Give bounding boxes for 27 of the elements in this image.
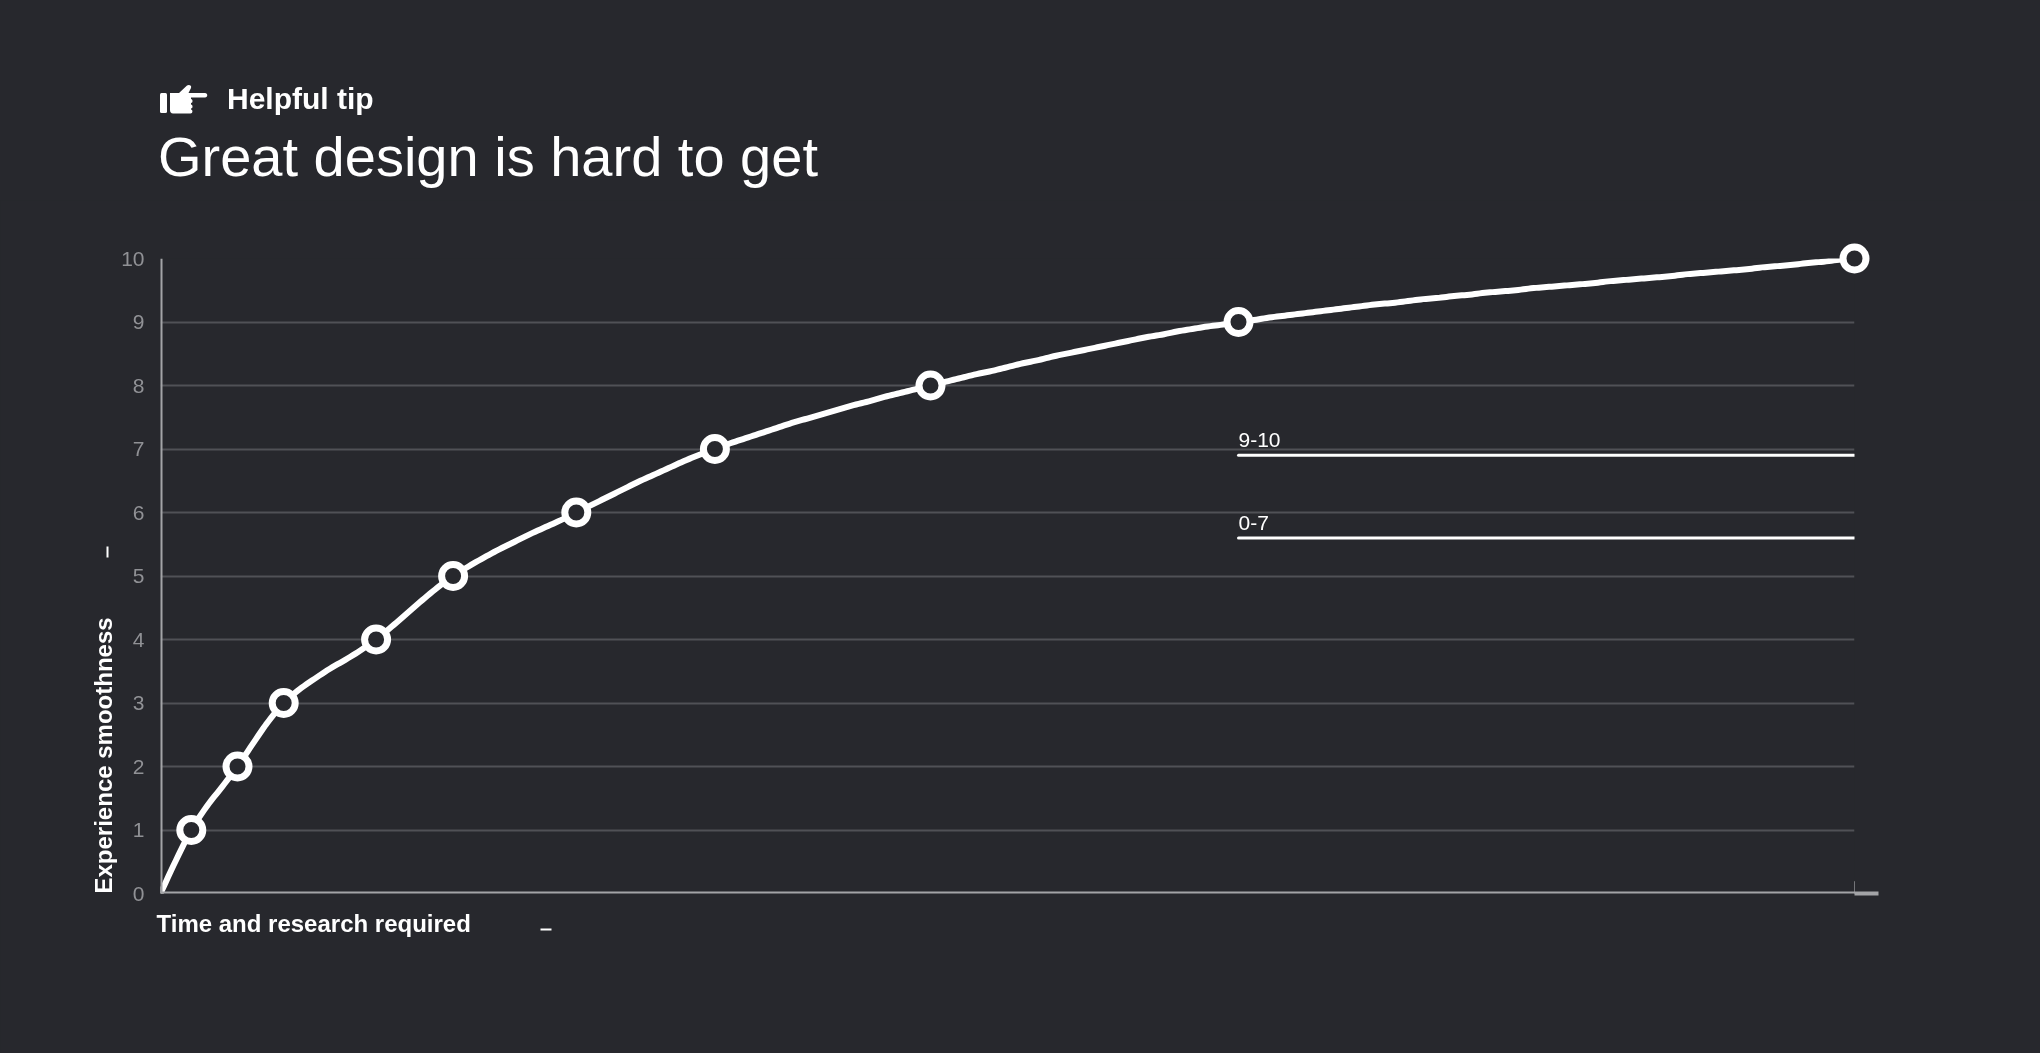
y-axis-title: Experience smoothness: [89, 617, 117, 894]
y-tick-label: 2: [132, 754, 145, 778]
chart-title: Great design is hard to get: [158, 125, 818, 188]
series-label: 9-10: [1238, 428, 1281, 452]
y-tick-label: 1: [132, 818, 145, 841]
point: [361, 624, 392, 655]
y-tick-label: 4: [132, 627, 145, 651]
x-axis-title: Time and research required: [156, 909, 471, 937]
y-tick-label: 0: [132, 881, 145, 905]
y-tick-label: 9: [132, 310, 145, 333]
series-label: 0-7: [1238, 510, 1269, 534]
y-tick-label: 10: [121, 246, 145, 270]
point: [176, 815, 207, 845]
y-tick-label: 5: [132, 564, 145, 587]
y-tick-label: 8: [132, 373, 145, 397]
point: [438, 561, 469, 591]
y-tick-label: 6: [132, 500, 145, 524]
y-tick-label: 3: [132, 691, 145, 714]
point: [561, 497, 592, 528]
point: [1839, 243, 1870, 274]
point: [699, 434, 730, 464]
point: [268, 688, 299, 718]
point: [1223, 307, 1254, 337]
text: Helpful tip: [227, 82, 374, 116]
y-tick-label: 7: [132, 437, 145, 460]
point: [915, 370, 946, 401]
point: [222, 751, 253, 782]
